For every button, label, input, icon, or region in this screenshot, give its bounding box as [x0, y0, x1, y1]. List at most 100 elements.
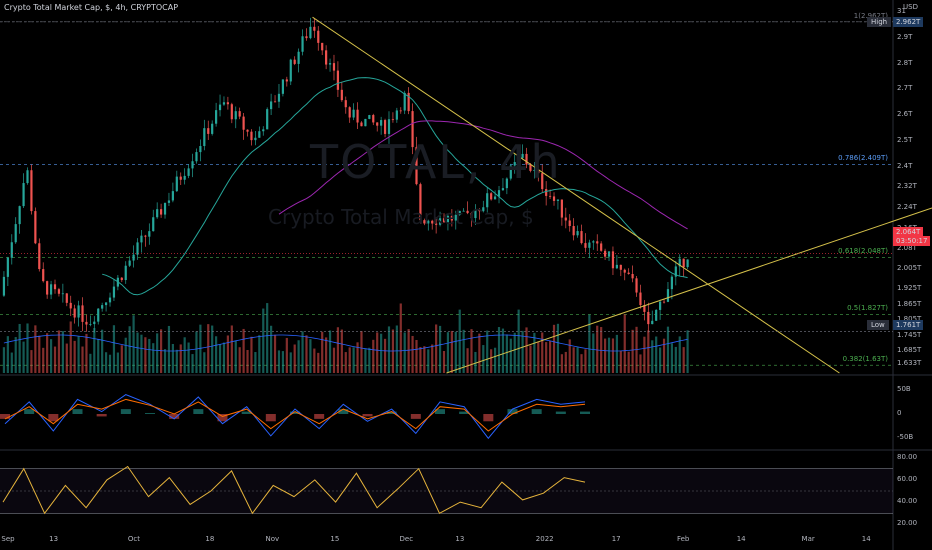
volume-bar	[552, 324, 556, 373]
time-tick-label: 14	[861, 535, 871, 543]
volume-bar	[309, 339, 312, 373]
price-tick-label: 1.805T	[897, 315, 921, 323]
volume-bar	[22, 341, 25, 373]
candle-body	[517, 157, 520, 163]
candle-body	[152, 217, 155, 232]
candle-body	[568, 220, 571, 227]
candle-body	[619, 264, 622, 270]
candle-body	[120, 277, 123, 281]
high-label: High	[867, 17, 892, 27]
volume-bar	[678, 336, 681, 373]
volume-bar	[104, 352, 108, 373]
volume-bar	[10, 352, 13, 373]
candle-body	[478, 209, 481, 212]
price-tick-label: 31	[897, 7, 906, 15]
time-tick-label: 13	[49, 535, 59, 543]
candle-body	[486, 193, 489, 208]
volume-bar	[383, 338, 387, 373]
price-unit-label: USD	[903, 3, 918, 11]
volume-bar	[403, 332, 406, 373]
volume-bar	[603, 338, 607, 373]
descending-trendline	[312, 16, 840, 374]
price-tick-label: 1.925T	[897, 284, 922, 293]
time-tick-label: Feb	[676, 535, 690, 543]
candle-body	[128, 260, 131, 266]
volume-bar	[399, 303, 402, 373]
candle-body	[627, 272, 630, 274]
moving-average-fast	[102, 77, 688, 296]
candle-body	[215, 110, 218, 124]
volume-bar	[140, 334, 143, 373]
volume-bar	[497, 327, 501, 373]
volume-bar	[116, 352, 119, 373]
volume-bar	[167, 325, 171, 373]
volume-bar	[266, 303, 269, 373]
price-tick-label: 2.6T	[897, 110, 913, 119]
volume-bar	[148, 338, 151, 373]
candle-body	[674, 266, 677, 277]
candle-body	[242, 116, 245, 130]
candle-body	[474, 209, 477, 219]
candle-body	[603, 250, 607, 257]
volume-bar	[619, 350, 622, 373]
candle-body	[576, 231, 579, 236]
candle-body	[556, 199, 560, 201]
volume-bar	[128, 326, 131, 373]
watermark-name: Crypto Total Market Cap, $	[268, 205, 534, 229]
volume-bar	[580, 354, 583, 373]
candle-body	[615, 264, 618, 269]
volume-bar	[85, 333, 88, 373]
candle-body	[592, 241, 595, 243]
volume-bar	[548, 340, 552, 373]
rsi-tick-label: 40.00	[897, 497, 918, 506]
candle-body	[65, 293, 68, 303]
volume-bar	[112, 325, 116, 373]
candle-body	[454, 214, 457, 221]
rsi-tick-label: 80.00	[897, 452, 918, 461]
volume-bar	[325, 337, 328, 373]
candle-body	[596, 241, 599, 244]
candle-body	[293, 59, 296, 64]
candle-body	[564, 217, 567, 221]
fib-level-label: 0.382(1.63T)	[842, 355, 888, 364]
volume-bar	[655, 336, 658, 373]
volume-bar	[277, 350, 281, 373]
volume-bar	[462, 329, 465, 373]
time-tick-label: 17	[611, 535, 621, 543]
volume-bar	[356, 342, 359, 373]
candle-body	[446, 215, 450, 223]
low-value-tag: 1.761T	[893, 320, 924, 330]
price-tick-label: 2.08T	[897, 244, 917, 253]
volume-bar	[615, 334, 618, 373]
candle-body	[163, 202, 167, 215]
volume-bar	[97, 339, 100, 373]
price-tick-label: 2.24T	[897, 202, 917, 211]
macd-histogram-bar	[483, 414, 494, 422]
candle-body	[22, 183, 25, 207]
macd-tick-label: -50B	[897, 433, 914, 442]
candle-body	[611, 251, 615, 269]
volume-bar	[195, 331, 198, 373]
candle-body	[266, 109, 269, 130]
candle-body	[442, 218, 446, 223]
macd-histogram-bar	[169, 414, 180, 419]
volume-bar	[556, 323, 560, 373]
volume-bar	[53, 346, 57, 373]
volume-bar	[493, 347, 497, 373]
macd-histogram-bar	[193, 409, 204, 414]
volume-bar	[317, 352, 320, 373]
price-tick-label: 1.633T	[897, 359, 922, 368]
candle-body	[560, 199, 563, 218]
volume-bar	[171, 343, 174, 373]
candle-body	[407, 92, 410, 112]
candle-body	[383, 120, 387, 134]
candle-body	[490, 193, 493, 200]
volume-bar	[686, 330, 689, 373]
volume-bar	[666, 326, 670, 373]
candle-body	[207, 128, 210, 134]
volume-bar	[478, 333, 481, 373]
candle-body	[682, 258, 685, 268]
volume-bar	[442, 351, 446, 373]
